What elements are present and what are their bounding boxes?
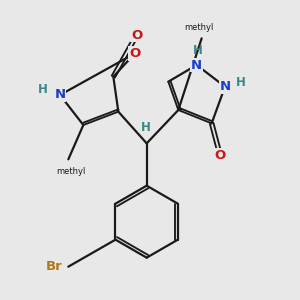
Text: H: H [141,121,151,134]
Text: N: N [191,58,202,71]
Text: Br: Br [46,260,63,273]
Text: N: N [219,80,231,93]
Text: H: H [236,76,246,89]
Text: O: O [131,28,142,41]
Text: methyl: methyl [56,167,86,176]
Text: N: N [54,88,66,101]
Text: O: O [214,148,226,161]
Text: methyl: methyl [184,23,214,32]
Text: O: O [129,47,141,60]
Text: H: H [38,82,48,95]
Text: H: H [192,44,202,56]
